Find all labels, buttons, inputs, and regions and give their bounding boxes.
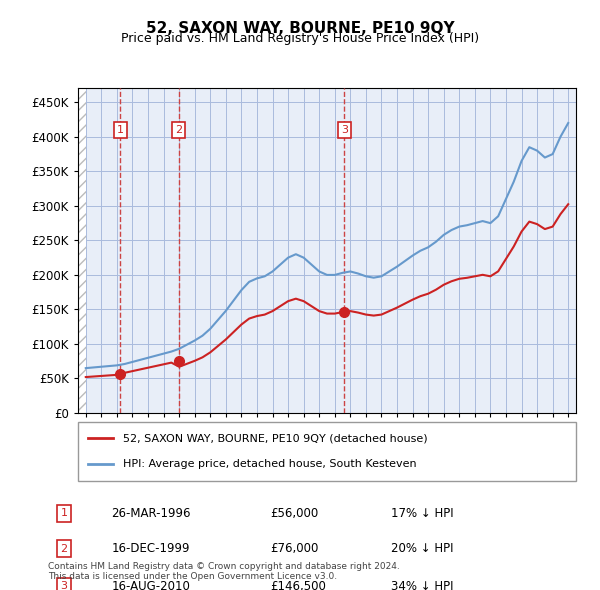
Text: £146,500: £146,500 — [270, 580, 326, 590]
Text: HPI: Average price, detached house, South Kesteven: HPI: Average price, detached house, Sout… — [123, 460, 416, 469]
Text: 16-DEC-1999: 16-DEC-1999 — [112, 542, 190, 555]
Text: 3: 3 — [61, 582, 67, 590]
FancyBboxPatch shape — [78, 422, 576, 481]
Text: Contains HM Land Registry data © Crown copyright and database right 2024.
This d: Contains HM Land Registry data © Crown c… — [48, 562, 400, 581]
Text: 20% ↓ HPI: 20% ↓ HPI — [391, 542, 454, 555]
Text: £76,000: £76,000 — [270, 542, 318, 555]
Bar — [78, 88, 86, 413]
Text: 52, SAXON WAY, BOURNE, PE10 9QY (detached house): 52, SAXON WAY, BOURNE, PE10 9QY (detache… — [123, 434, 427, 443]
Text: 2: 2 — [175, 125, 182, 135]
Text: 34% ↓ HPI: 34% ↓ HPI — [391, 580, 454, 590]
Text: 1: 1 — [61, 509, 67, 518]
Text: £56,000: £56,000 — [270, 507, 318, 520]
Text: 26-MAR-1996: 26-MAR-1996 — [112, 507, 191, 520]
Text: 1: 1 — [117, 125, 124, 135]
Text: 2: 2 — [60, 544, 67, 553]
Text: 3: 3 — [341, 125, 348, 135]
Text: Price paid vs. HM Land Registry's House Price Index (HPI): Price paid vs. HM Land Registry's House … — [121, 32, 479, 45]
Text: 52, SAXON WAY, BOURNE, PE10 9QY: 52, SAXON WAY, BOURNE, PE10 9QY — [146, 21, 454, 35]
Text: 17% ↓ HPI: 17% ↓ HPI — [391, 507, 454, 520]
Text: 16-AUG-2010: 16-AUG-2010 — [112, 580, 190, 590]
